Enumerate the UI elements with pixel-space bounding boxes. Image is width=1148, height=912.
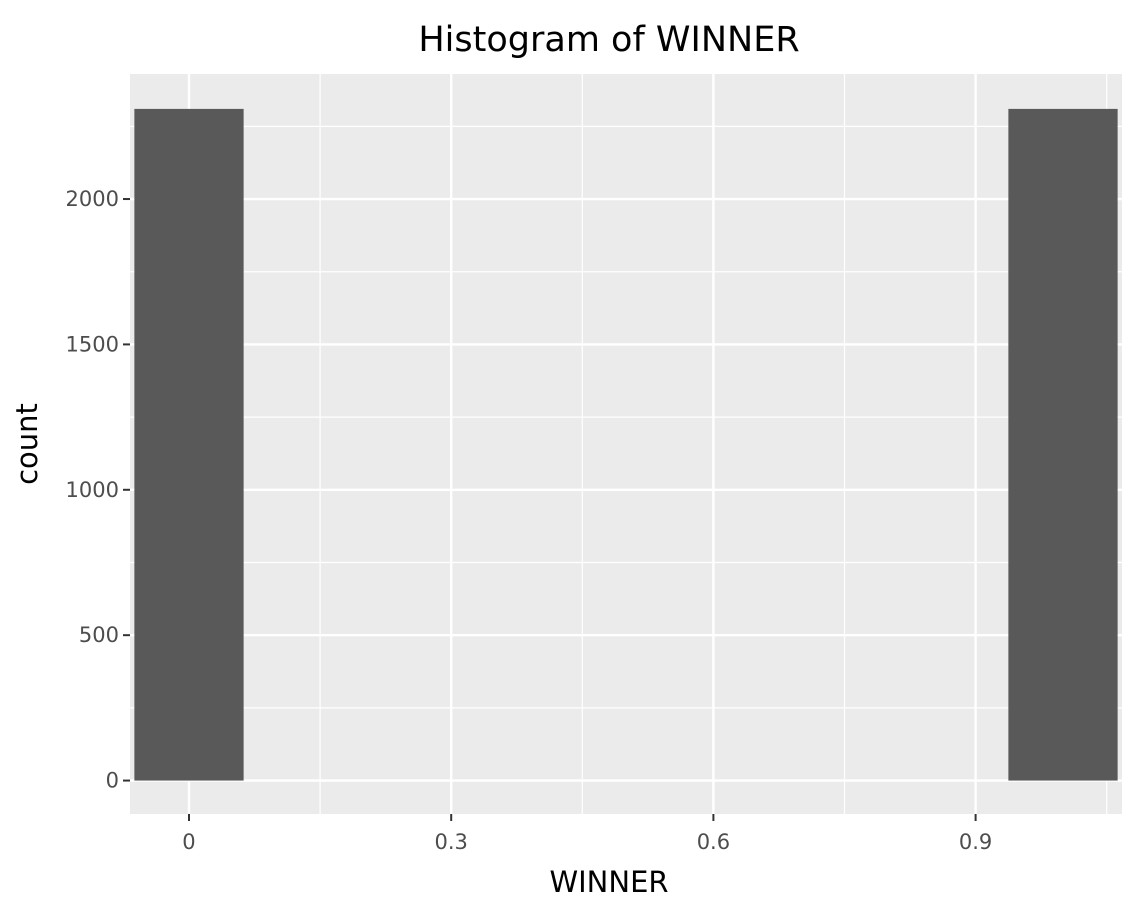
y-tick-label: 1000 — [66, 478, 119, 502]
plot-panel — [130, 74, 1122, 814]
y-axis: 0 500 1000 1500 2000 — [66, 187, 130, 793]
x-axis-title: WINNER — [549, 865, 668, 899]
y-axis-title: count — [10, 403, 44, 485]
y-tick-label: 2000 — [66, 187, 119, 211]
y-tick-label: 0 — [106, 769, 119, 793]
histogram-bar — [134, 108, 244, 781]
x-tick-label: 0.9 — [959, 830, 992, 854]
histogram-bar — [1008, 108, 1118, 781]
x-tick-label: 0 — [182, 830, 195, 854]
x-tick-label: 0.6 — [697, 830, 730, 854]
x-axis: 0 0.3 0.6 0.9 — [182, 814, 992, 854]
grid-lines — [130, 74, 1122, 814]
y-tick-label: 1500 — [66, 332, 119, 356]
chart-title: Histogram of WINNER — [418, 20, 799, 60]
x-tick-label: 0.3 — [434, 830, 467, 854]
y-tick-label: 500 — [79, 623, 119, 647]
bars-layer — [134, 108, 1118, 781]
